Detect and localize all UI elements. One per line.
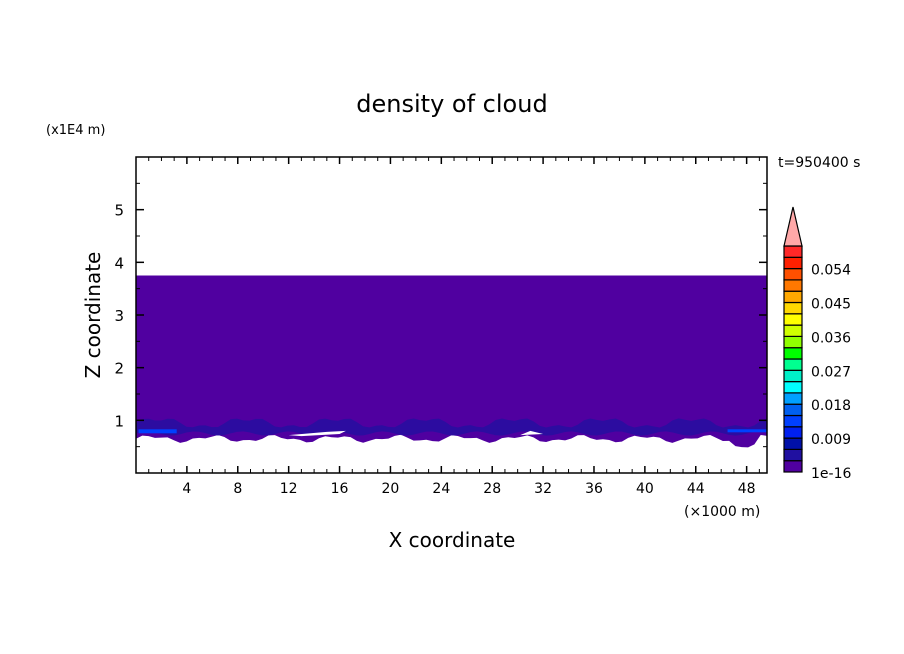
colorbar-extend-arrow — [783, 206, 803, 247]
x-tick-label: 20 — [382, 481, 400, 497]
colorbar-swatch — [783, 426, 803, 439]
contour-field — [136, 275, 767, 448]
colorbar-label: 0.045 — [811, 297, 851, 313]
y-tick-label: 5 — [114, 202, 124, 220]
colorbar-label: 0.027 — [811, 364, 851, 380]
x-tick-label: 8 — [233, 481, 242, 497]
colorbar-swatch — [783, 369, 803, 383]
colorbar-swatch — [783, 335, 803, 349]
y-tick-label: 1 — [114, 412, 124, 430]
cloud-high-density-patch — [138, 429, 177, 434]
colorbar-swatch — [783, 414, 803, 428]
colorbar-swatch — [783, 268, 803, 281]
chart-title: density of cloud — [356, 90, 547, 118]
colorbar-label: 0.036 — [811, 330, 851, 346]
y-tick-label: 4 — [114, 254, 124, 272]
cloud-region — [136, 275, 767, 448]
y-tick-label: 2 — [114, 360, 124, 378]
colorbar-swatch — [783, 245, 803, 258]
cloud-high-density-patch — [727, 429, 767, 433]
colorbar-swatch — [783, 347, 803, 360]
x-tick-label: 16 — [331, 481, 349, 497]
x-tick-label: 32 — [534, 481, 552, 497]
x-tick-label: 48 — [738, 481, 756, 497]
colorbar-label: 1e-16 — [811, 466, 851, 482]
colorbar-swatch — [783, 358, 803, 371]
x-tick-label: 36 — [585, 481, 603, 497]
colorbar-swatch — [783, 256, 803, 270]
colorbar-swatch — [783, 279, 803, 292]
y-axis-label: Z coordinate — [81, 252, 105, 379]
colorbar-swatch — [783, 313, 803, 326]
colorbar-swatch — [783, 448, 803, 462]
y-unit-label: (x1E4 m) — [46, 123, 105, 138]
colorbar-swatch — [783, 301, 803, 315]
x-axis-label: X coordinate — [389, 528, 516, 552]
colorbar-swatch — [783, 437, 803, 451]
time-label: t=950400 s — [778, 155, 860, 171]
colorbar-swatch — [783, 324, 803, 338]
clear-gap — [288, 430, 346, 437]
colorbar-swatch — [783, 290, 803, 304]
colorbar-label: 0.018 — [811, 398, 851, 414]
colorbar-swatch — [783, 392, 803, 405]
x-tick-label: 40 — [636, 481, 654, 497]
colorbar-swatch — [783, 403, 803, 417]
x-tick-label: 24 — [432, 481, 450, 497]
cloud-secondary-band — [136, 418, 767, 436]
x-tick-label: 12 — [280, 481, 298, 497]
colorbar-swatch — [783, 381, 803, 394]
y-tick-label: 3 — [114, 307, 124, 325]
clear-gap — [520, 430, 544, 436]
colorbar-label: 0.054 — [811, 263, 851, 279]
colorbar: 1e-16 0.009 0.018 0.027 0.036 0.045 0.054 — [783, 206, 851, 482]
x-tick-label: 28 — [483, 481, 501, 497]
colorbar-label: 0.009 — [811, 432, 851, 448]
x-tick-label: 4 — [182, 481, 191, 497]
x-unit-label: (×1000 m) — [684, 504, 760, 520]
colorbar-swatch — [783, 460, 803, 473]
x-tick-label: 44 — [687, 481, 705, 497]
